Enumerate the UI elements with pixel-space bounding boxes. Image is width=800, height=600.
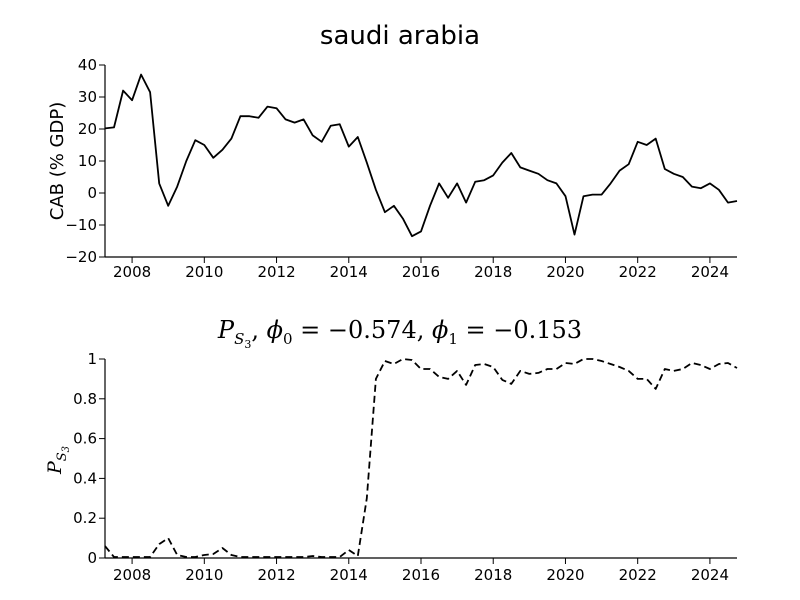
x-tick-label: 2020 <box>546 566 584 584</box>
x-tick-label: 2018 <box>474 263 512 281</box>
x-tick-label: 2012 <box>257 566 295 584</box>
x-tick-label: 2018 <box>474 566 512 584</box>
y-tick-label: 0.8 <box>73 390 97 408</box>
x-tick-label: 2014 <box>330 566 368 584</box>
chart-probability: PS3, ϕ0 = −0.574, ϕ1 = −0.153 PS3 1 0.8 0.… <box>44 316 738 584</box>
y-tick-label: 20 <box>78 120 97 138</box>
series-group <box>104 73 738 238</box>
x-tick-label: 2010 <box>185 566 223 584</box>
chart-cab: saudi arabia CAB (% GDP) 403020100−10−20… <box>47 21 738 281</box>
y-tick-label: −20 <box>65 248 97 266</box>
y-tick-label: −10 <box>65 216 97 234</box>
series-group-2 <box>104 358 738 558</box>
y-tick-label: 10 <box>78 152 97 170</box>
chart-title-2: PS3, ϕ0 = −0.574, ϕ1 = −0.153 <box>217 316 582 351</box>
x-tick-label: 2022 <box>619 263 657 281</box>
y-tick-label: 30 <box>78 88 97 106</box>
axes-2: 1 0.8 0.6 0.4 0.2 0 2008 2010 2012 2014 2016 2018 20… <box>73 350 737 584</box>
y-tick-label: 0.6 <box>73 430 97 448</box>
x-tick-label: 2020 <box>546 263 584 281</box>
x-tick-label: 2010 <box>185 263 223 281</box>
x-tick-label: 2016 <box>402 263 440 281</box>
series-line-probability <box>104 358 738 558</box>
y-axis-label: CAB (% GDP) <box>47 102 68 221</box>
x-tick-label: 2008 <box>113 263 151 281</box>
x-tick-label: 2012 <box>257 263 295 281</box>
y-tick-label: 0 <box>87 549 97 567</box>
x-tick-label: 2024 <box>691 263 729 281</box>
x-tick-label: 2024 <box>691 566 729 584</box>
y-tick-label: 0.4 <box>73 469 97 487</box>
x-tick-label: 2016 <box>402 566 440 584</box>
x-tick-label: 2014 <box>330 263 368 281</box>
series-line-cab <box>104 73 738 238</box>
y-axis-label-2: PS3 <box>44 446 72 475</box>
y-tick-label: 1 <box>87 350 97 368</box>
y-tick-label: 40 <box>78 56 97 74</box>
chart-title: saudi arabia <box>320 21 480 51</box>
y-tick-label: 0 <box>87 184 97 202</box>
x-tick-label: 2008 <box>113 566 151 584</box>
x-tick-label: 2022 <box>619 566 657 584</box>
y-tick-label: 0.2 <box>73 509 97 527</box>
